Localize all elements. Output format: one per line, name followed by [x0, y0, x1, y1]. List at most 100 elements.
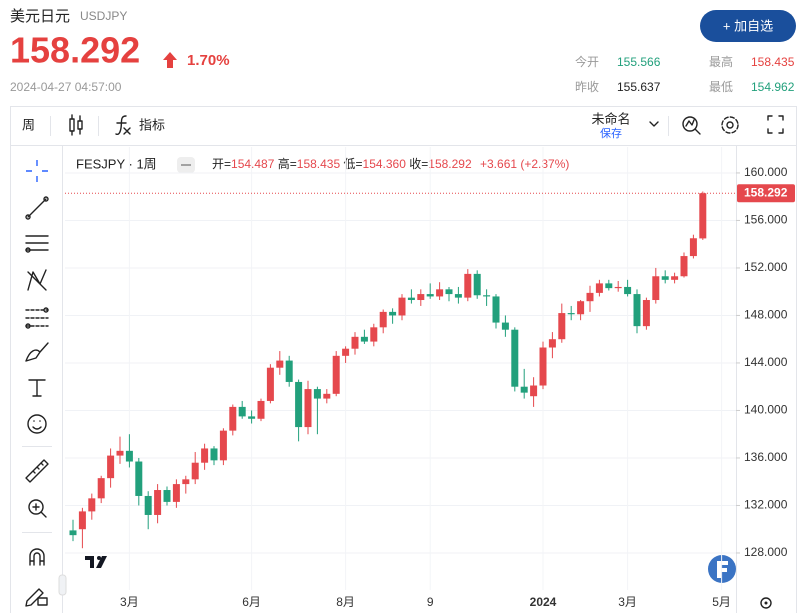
- y-tick-label: 160.000: [744, 165, 788, 179]
- fx-icon[interactable]: [115, 115, 131, 136]
- candle-body: [88, 498, 96, 512]
- candle-body: [398, 297, 406, 316]
- zoom-tool[interactable]: [28, 499, 47, 518]
- projection-tool[interactable]: [25, 307, 49, 329]
- candle-body: [370, 327, 378, 342]
- text-tool[interactable]: [28, 379, 46, 397]
- candle-body: [530, 385, 538, 397]
- collapse-handle[interactable]: [58, 574, 67, 596]
- legend-toggle[interactable]: [177, 157, 195, 173]
- candle-icon[interactable]: [69, 114, 83, 136]
- x-tick-label: 8月: [336, 595, 355, 609]
- x-tick-label: 3月: [120, 595, 139, 609]
- candle-body: [342, 348, 350, 356]
- candle-body: [182, 479, 190, 485]
- timestamp: 2024-04-27 04:57:00: [10, 80, 122, 94]
- indicators[interactable]: 指标: [139, 117, 165, 132]
- candle-body: [661, 276, 669, 280]
- stat-label: 昨收: [575, 80, 599, 94]
- legend-value: +3.661 (+2.37%): [480, 157, 569, 171]
- magnet-tool[interactable]: [29, 548, 45, 566]
- plot: 128.000 132.000 136.000 140.000 144.000 148.0…: [65, 147, 795, 609]
- interval[interactable]: 周: [22, 117, 35, 132]
- candle-body: [154, 490, 162, 515]
- pattern-tool[interactable]: [27, 269, 47, 291]
- candle-body: [586, 292, 594, 302]
- candle-body: [445, 289, 453, 295]
- settings-icon[interactable]: [721, 116, 739, 134]
- last-price-tag: [737, 184, 795, 203]
- stat-value: 155.637: [617, 80, 661, 94]
- brush-tool[interactable]: [25, 342, 49, 362]
- candle-body: [295, 381, 303, 428]
- ruler-tool[interactable]: [25, 459, 49, 483]
- candle-body: [360, 336, 368, 342]
- save[interactable]: 保存: [600, 126, 622, 140]
- candle-body: [238, 406, 246, 417]
- candle-body: [266, 367, 274, 401]
- candle-body: [605, 283, 613, 289]
- add-watchlist-label[interactable]: + 加自选: [723, 18, 773, 33]
- lock-draw-tool[interactable]: [25, 588, 48, 607]
- layout-name[interactable]: 未命名: [591, 111, 630, 126]
- y-tick-label: 148.000: [744, 308, 788, 322]
- candle-body: [285, 360, 293, 382]
- y-tick-label: 144.000: [744, 355, 788, 369]
- stat-label: 最低: [709, 80, 733, 94]
- stats: 今开 155.566 最高 158.435 昨收 155.637 最低 154.962: [575, 54, 795, 94]
- candle-body: [539, 347, 547, 386]
- candle-body: [699, 193, 707, 239]
- candle-body: [144, 495, 152, 515]
- candle-body: [69, 530, 77, 536]
- candle-body: [520, 386, 528, 393]
- dropdown[interactable]: [649, 121, 659, 127]
- candle-body: [248, 416, 256, 419]
- candle-body: [473, 273, 481, 296]
- candle-body: [614, 286, 622, 289]
- add-watchlist-button[interactable]: [700, 10, 796, 42]
- y-tick-label: 132.000: [744, 498, 788, 512]
- candle-body: [671, 276, 679, 280]
- time-axis-settings[interactable]: [760, 597, 772, 609]
- candle-body: [680, 256, 688, 277]
- candle-body: [219, 430, 227, 461]
- x-tick-label: 9: [427, 595, 434, 609]
- candle-body: [210, 448, 218, 461]
- emoji-tool[interactable]: [27, 414, 47, 434]
- last-price-label: 158.292: [744, 185, 788, 199]
- line-tool[interactable]: [25, 196, 49, 220]
- title: 美元日元: [10, 8, 70, 25]
- ohlc-legend: 开=154.487 高=158.435 低=154.360 收=158.292 …: [212, 156, 569, 171]
- legend-label: 收=: [409, 157, 428, 171]
- x-tick-label: 3月: [618, 595, 637, 609]
- candle-body: [436, 289, 444, 297]
- fib-tool[interactable]: [25, 235, 49, 253]
- search-icon[interactable]: [682, 116, 701, 135]
- crosshair-tool[interactable]: [26, 160, 48, 182]
- candle-body: [689, 238, 697, 257]
- candle-body: [107, 455, 115, 479]
- up-arrow: [163, 52, 177, 68]
- candle-body: [642, 300, 650, 327]
- candle-body: [351, 336, 359, 349]
- legend-value: 158.292: [428, 157, 472, 171]
- candle-body: [125, 450, 133, 462]
- candle-body: [577, 301, 585, 315]
- y-tick-label: 140.000: [744, 403, 788, 417]
- stat-value: 155.566: [617, 55, 661, 69]
- candle-body: [323, 393, 331, 399]
- x-tick-label: 2024: [530, 595, 557, 609]
- fullscreen-icon[interactable]: [767, 115, 784, 134]
- stat-value: 154.962: [751, 80, 795, 94]
- stat-value: 158.435: [751, 55, 795, 69]
- y-tick-label: 152.000: [744, 260, 788, 274]
- y-tick-label: 156.000: [744, 213, 788, 227]
- candle-body: [407, 297, 415, 301]
- candle-body: [464, 273, 472, 298]
- x-tick-label: 5月: [712, 595, 731, 609]
- x-tick-label: 6月: [242, 595, 261, 609]
- candle-body: [417, 294, 425, 301]
- candle-body: [163, 490, 171, 502]
- change: 1.70%: [187, 52, 230, 69]
